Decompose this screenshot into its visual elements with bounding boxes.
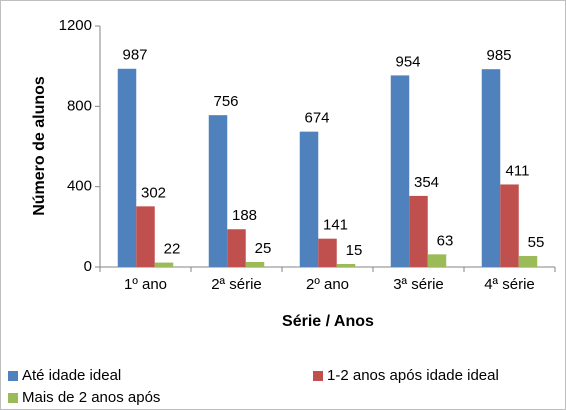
data-label: 15 xyxy=(346,242,363,259)
data-label: 22 xyxy=(164,241,181,258)
bar xyxy=(336,263,356,267)
data-label: 756 xyxy=(213,93,238,110)
data-label: 55 xyxy=(528,234,545,251)
x-tick-label: 2ª série xyxy=(211,276,262,293)
y-tick-label: 400 xyxy=(67,178,92,195)
legend-swatch xyxy=(8,371,18,381)
bar xyxy=(390,75,410,267)
x-tick-label: 4ª série xyxy=(484,276,535,293)
data-label: 987 xyxy=(122,47,147,64)
legend-label: Mais de 2 anos após xyxy=(22,389,160,406)
data-label: 302 xyxy=(141,184,166,201)
data-label: 188 xyxy=(232,207,257,224)
bar xyxy=(154,262,174,267)
x-axis-title: Série / Anos xyxy=(282,313,374,330)
bar xyxy=(227,229,246,267)
data-label: 354 xyxy=(414,174,439,191)
legend-label: 1-2 anos após idade ideal xyxy=(327,367,499,384)
data-label: 411 xyxy=(506,162,530,179)
x-tick-label: 1º ano xyxy=(124,276,167,293)
data-label: 985 xyxy=(486,47,511,64)
legend-label: Até idade ideal xyxy=(22,367,121,384)
x-tick-label: 2º ano xyxy=(306,276,349,293)
y-tick-label: 800 xyxy=(67,97,92,114)
bar xyxy=(136,206,155,267)
bar xyxy=(208,115,228,267)
data-label: 954 xyxy=(395,53,420,70)
data-label: 674 xyxy=(304,110,329,127)
x-tick-label: 3ª série xyxy=(393,276,444,293)
data-label: 141 xyxy=(323,217,348,234)
legend-swatch xyxy=(8,393,18,403)
data-label: 63 xyxy=(437,232,454,249)
y-tick-label: 0 xyxy=(84,258,92,275)
bar xyxy=(409,195,428,267)
bar xyxy=(245,261,265,267)
bar xyxy=(518,255,538,267)
bar xyxy=(427,254,447,267)
data-label: 25 xyxy=(255,240,272,257)
y-axis-title: Número de alunos xyxy=(31,76,48,216)
bar xyxy=(318,238,337,267)
bar xyxy=(481,69,501,267)
bar xyxy=(500,184,519,267)
bar xyxy=(117,68,137,267)
y-tick-label: 1200 xyxy=(59,17,92,34)
bar xyxy=(299,131,319,267)
legend-swatch xyxy=(313,371,323,381)
